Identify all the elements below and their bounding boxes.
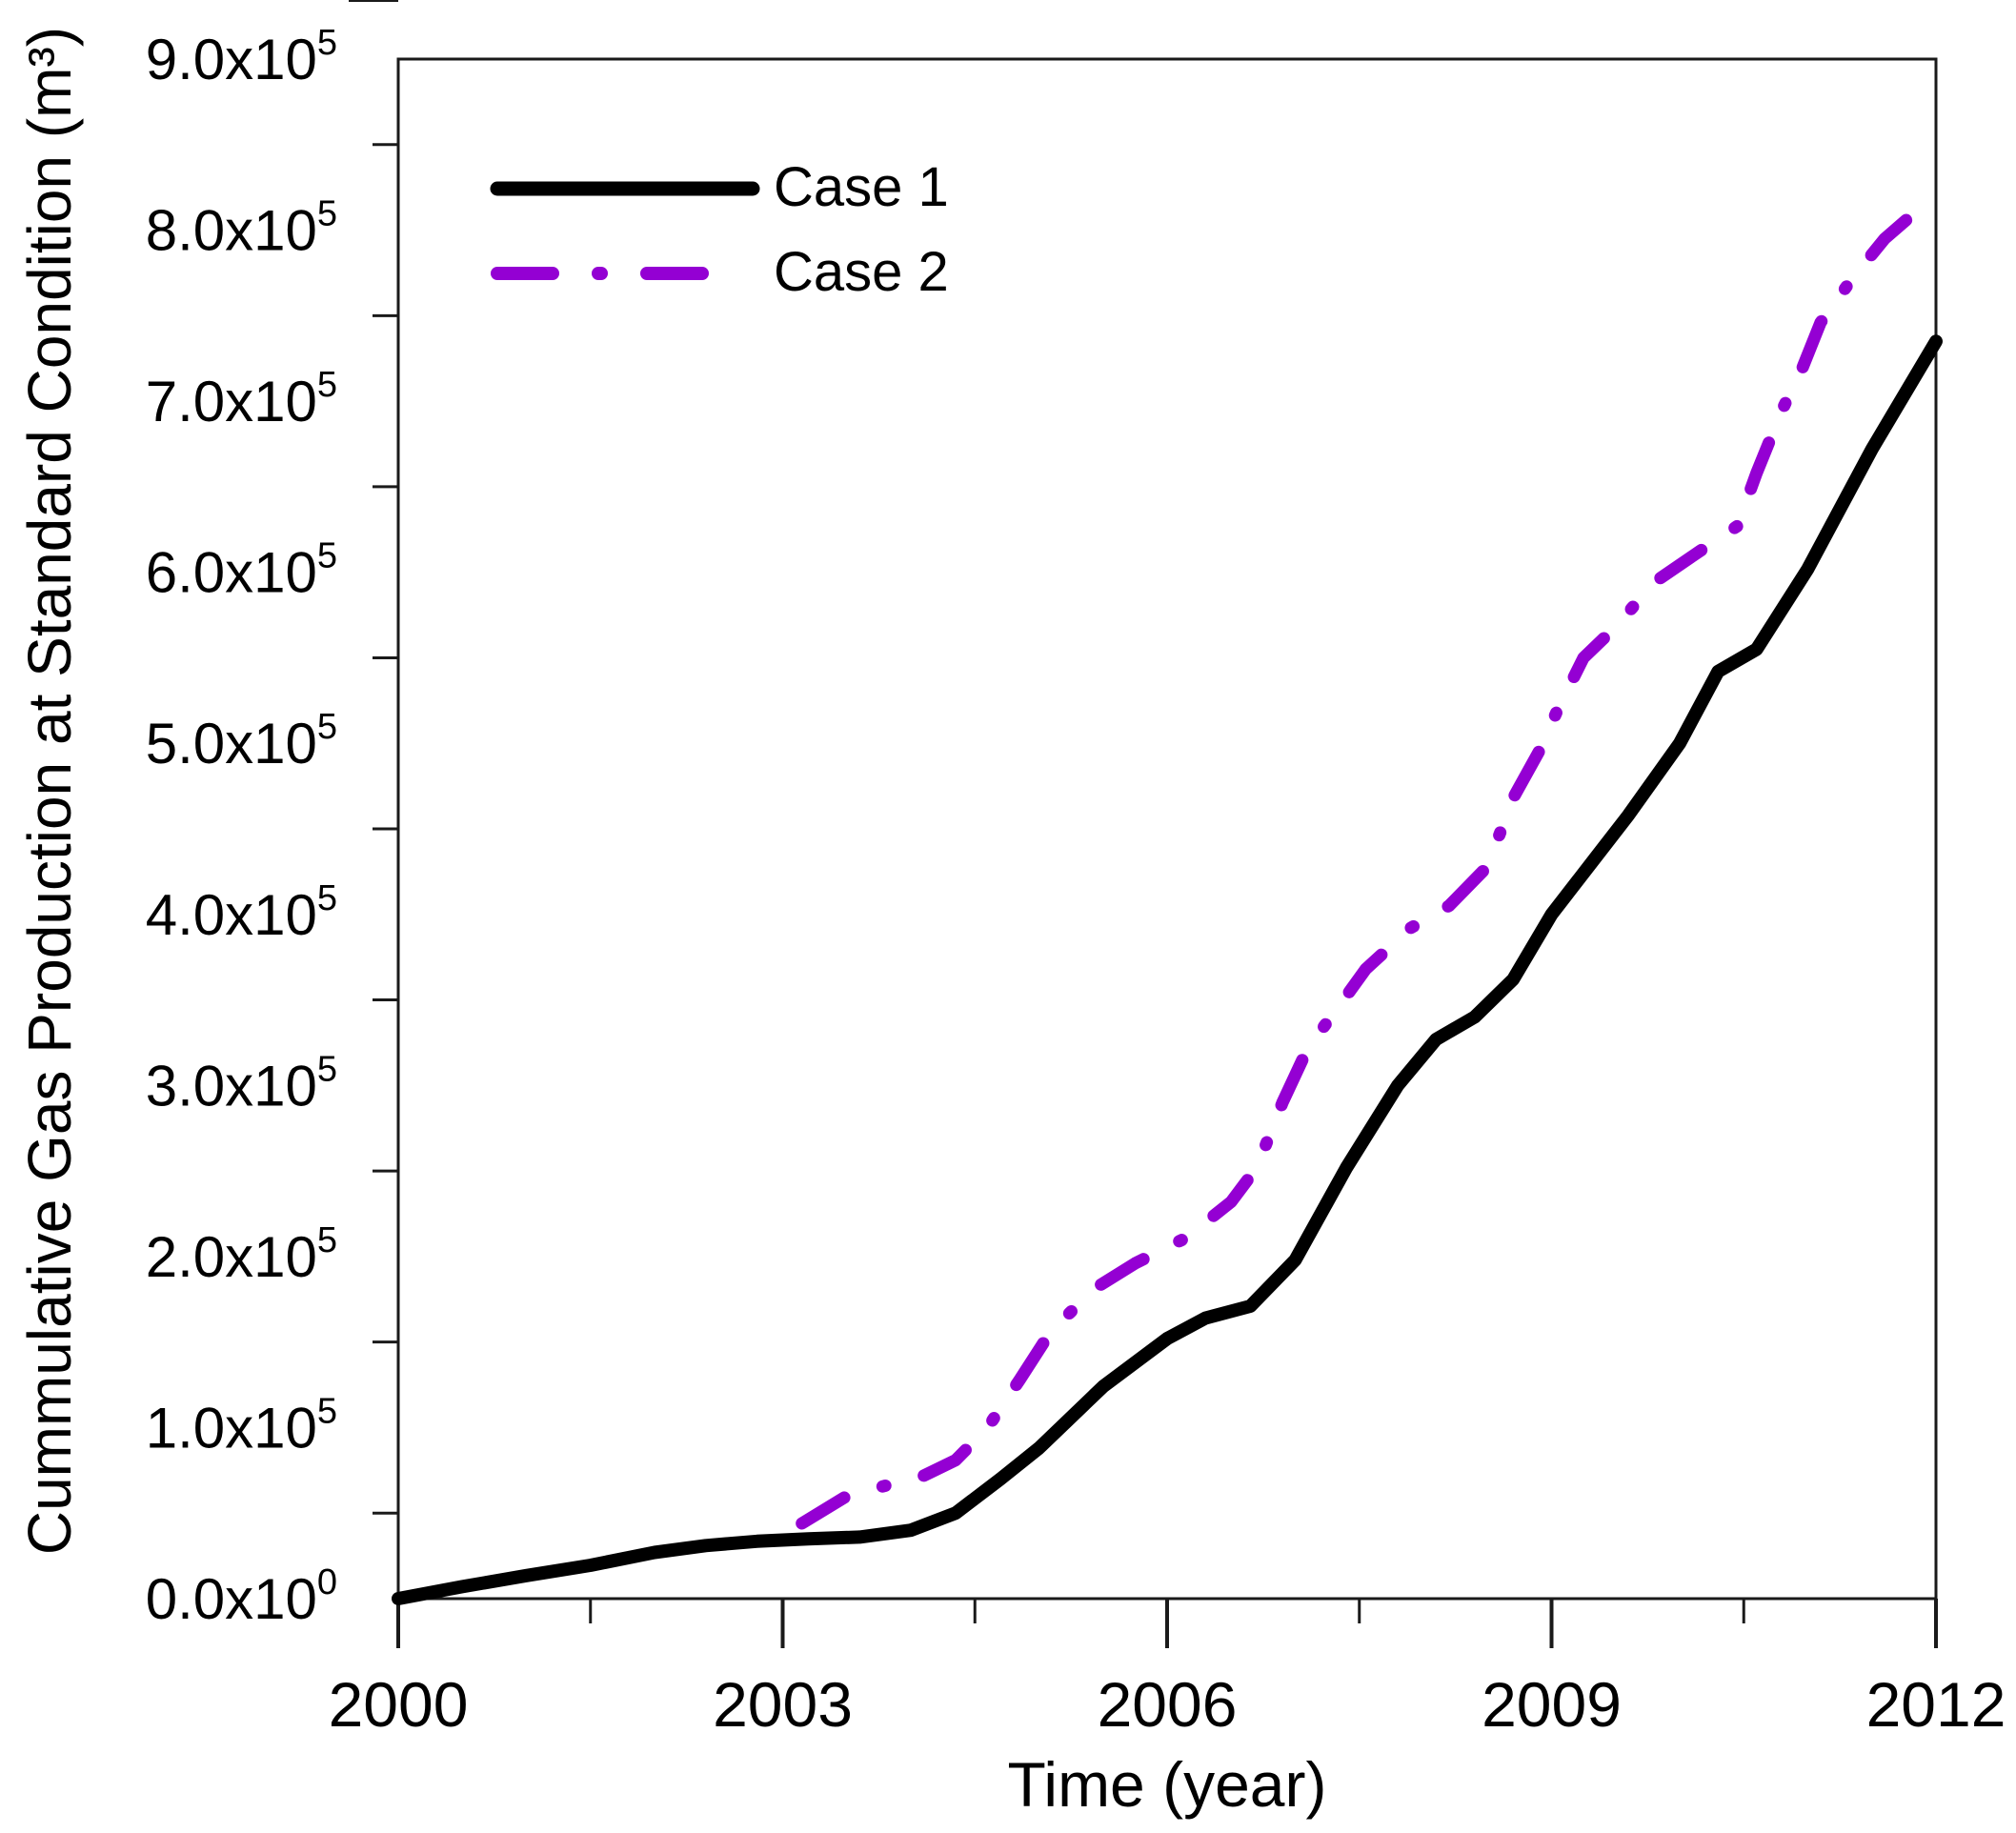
x-tick-label: 2000 <box>329 1669 469 1740</box>
y-tick-label: 6.0x105 <box>146 536 337 605</box>
series-line-case-2 <box>796 196 1936 1530</box>
y-tick-label: 3.0x105 <box>146 1049 337 1118</box>
x-tick-label: 2006 <box>1098 1669 1238 1740</box>
y-tick-label: 2.0x105 <box>146 1220 337 1289</box>
y-tick-label: 9.0x105 <box>146 23 337 91</box>
legend-label-case-1: Case 1 <box>774 155 949 218</box>
y-tick-label: 5.0x105 <box>146 707 337 776</box>
series-line-case-1 <box>392 334 1943 1605</box>
y-tick-label: 4.0x105 <box>146 878 337 947</box>
legend-label-case-2: Case 2 <box>774 240 949 303</box>
y-tick-label: 7.0x105 <box>146 365 337 433</box>
x-tick-label: 2003 <box>713 1669 853 1740</box>
y-tick-label: 1.0x105 <box>146 1391 337 1460</box>
x-tick-label: 2009 <box>1482 1669 1622 1740</box>
x-tick-label: 2012 <box>1866 1669 2006 1740</box>
x-axis-title: Time (year) <box>1007 1749 1327 1820</box>
y-tick-label: 8.0x105 <box>146 194 337 263</box>
y-tick-label: 0.0x100 <box>146 1562 337 1631</box>
plot-frame <box>396 57 1938 1601</box>
y-axis-title: Cummulative Gas Production at Standard C… <box>15 26 84 1556</box>
